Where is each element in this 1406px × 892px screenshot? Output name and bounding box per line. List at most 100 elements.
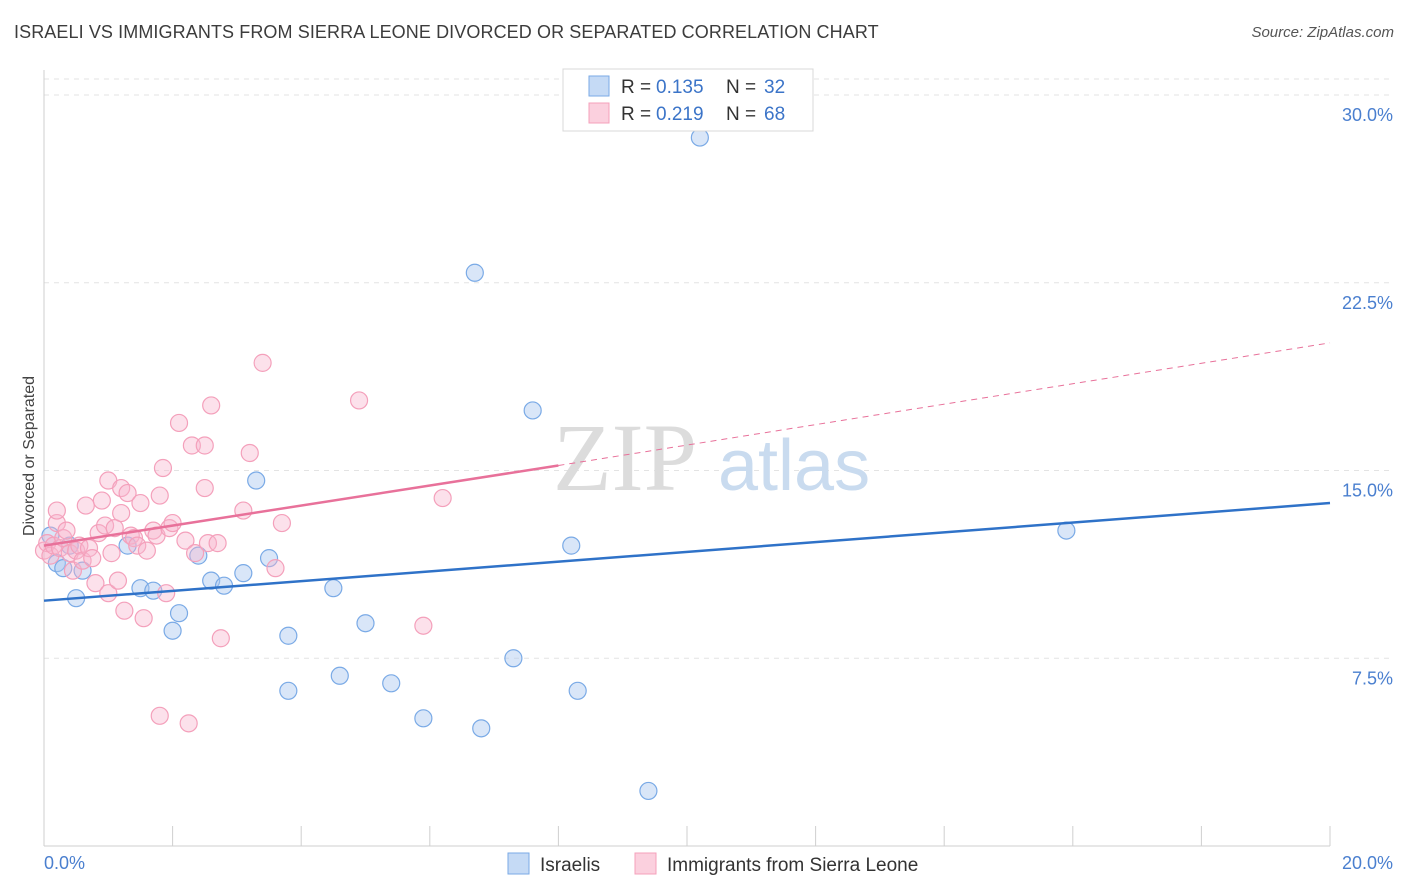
sierra-leone-point [150,486,169,505]
sierra-leone-point [102,544,121,563]
x-tick-label-min: 0.0% [44,853,85,873]
sierra-leone-point [208,534,227,553]
y-tick-label: 7.5% [1352,668,1393,688]
legend-swatch-sierra-leone [588,102,610,124]
israelis-point [690,128,709,147]
sierra-leone-point [202,396,221,415]
israelis-point [234,564,253,583]
sierra-leone-point [118,483,137,503]
sierra-leone-point [63,561,83,580]
sierra-leone-point [176,531,195,550]
legend-r-value-1: 0.135 [656,77,704,98]
israelis-point [169,604,189,623]
bottom-legend-swatch-israelis [507,852,530,875]
bottom-legend-label-israelis: Israelis [540,855,600,876]
sierra-leone-trend-line [43,464,559,547]
x-axis-ticks [43,826,1331,846]
israelis-point [324,579,343,598]
sierra-leone-point [157,584,176,603]
israelis-point [568,681,587,700]
israelis-point [189,546,208,565]
israelis-point [163,621,182,640]
israelis-point [523,401,542,420]
sierra-leone-point [266,559,285,578]
israelis-point [279,626,298,645]
sierra-leone-point [47,501,66,520]
legend-swatch-israelis [588,75,610,97]
sierra-leone-point [195,436,214,455]
israelis-point [472,719,491,738]
israelis-point [639,781,658,801]
sierra-leone-point [47,513,66,533]
israelis-point [279,681,298,700]
legend-r-label-1: R = [621,77,651,98]
israelis-point [504,649,523,668]
sierra-leone-point [41,546,60,565]
israelis-point [562,536,581,555]
sierra-leone-point [105,518,124,538]
sierra-leone-point [153,458,173,478]
legend-n-value-2: 68 [764,104,785,125]
sierra-leone-point [272,513,292,533]
legend-n-value-1: 32 [764,77,785,98]
bottom-legend: Israelis Immigrants from Sierra Leone [507,852,918,876]
sierra-leone-point [86,574,105,593]
y-axis-label: Divorced or Separated [21,376,38,536]
israelis-point [73,561,92,580]
y-tick-label: 22.5% [1342,293,1393,313]
legend: R = 0.135 N = 32 R = 0.219 N = 68 [562,68,814,132]
sierra-leone-point [57,521,76,540]
israelis-point [382,674,401,693]
bottom-legend-label-sierra-leone: Immigrants from Sierra Leone [667,855,918,876]
sierra-leone-trend-extension [558,342,1331,467]
legend-r-value-2: 0.219 [656,104,704,125]
sierra-leone-point [253,353,272,372]
sierra-leone-point [108,571,128,590]
israelis-point [247,471,266,490]
bottom-legend-swatch-sierra-leone [634,852,657,875]
sierra-leone-point [349,391,369,410]
israelis-trend-line [43,501,1331,602]
legend-n-label-1: N = [726,77,756,98]
source-label: Source: ZipAtlas.com [1251,24,1394,41]
israelis-point [118,536,137,555]
israelis-point [465,263,484,282]
sierra-leone-point [195,478,214,498]
sierra-leone-point [99,584,118,603]
y-tick-label: 15.0% [1342,481,1393,501]
x-tick-label-max: 20.0% [1342,853,1393,873]
sierra-leone-point [433,488,452,508]
sierra-leone-point [211,629,230,648]
israelis-point [330,666,349,685]
sierra-leone-point [163,513,182,533]
sierra-leone-point [414,616,433,635]
sierra-leone-point [169,413,189,433]
trend-lines [43,342,1331,602]
sierra-leone-point [115,601,134,620]
israelis-point [414,709,433,728]
y-tick-labels: 7.5% 15.0% 22.5% 30.0% [1342,105,1393,688]
watermark-atlas: atlas [718,426,870,506]
sierra-leone-point [240,443,259,463]
israelis-point [259,549,279,568]
sierra-leone-point [198,534,218,553]
sierra-leone-point [92,491,111,510]
sierra-leone-point [150,706,169,725]
sierra-leone-point [131,493,150,513]
sierra-leone-point [112,503,131,523]
israelis-point [356,614,375,633]
series-sierra-leone [34,353,452,733]
sierra-leone-point [182,436,201,455]
chart-title: ISRAELI VS IMMIGRANTS FROM SIERRA LEONE … [14,22,879,42]
sierra-leone-point [134,609,153,628]
legend-n-label-2: N = [726,104,756,125]
legend-r-label-2: R = [621,104,651,125]
sierra-leone-point [128,536,147,555]
watermark-zip: ZIP [553,404,697,511]
sierra-leone-point [76,496,95,515]
sierra-leone-point [137,541,156,560]
sierra-leone-point [83,549,102,568]
sierra-leone-point [186,544,205,563]
sierra-leone-point [179,714,198,733]
